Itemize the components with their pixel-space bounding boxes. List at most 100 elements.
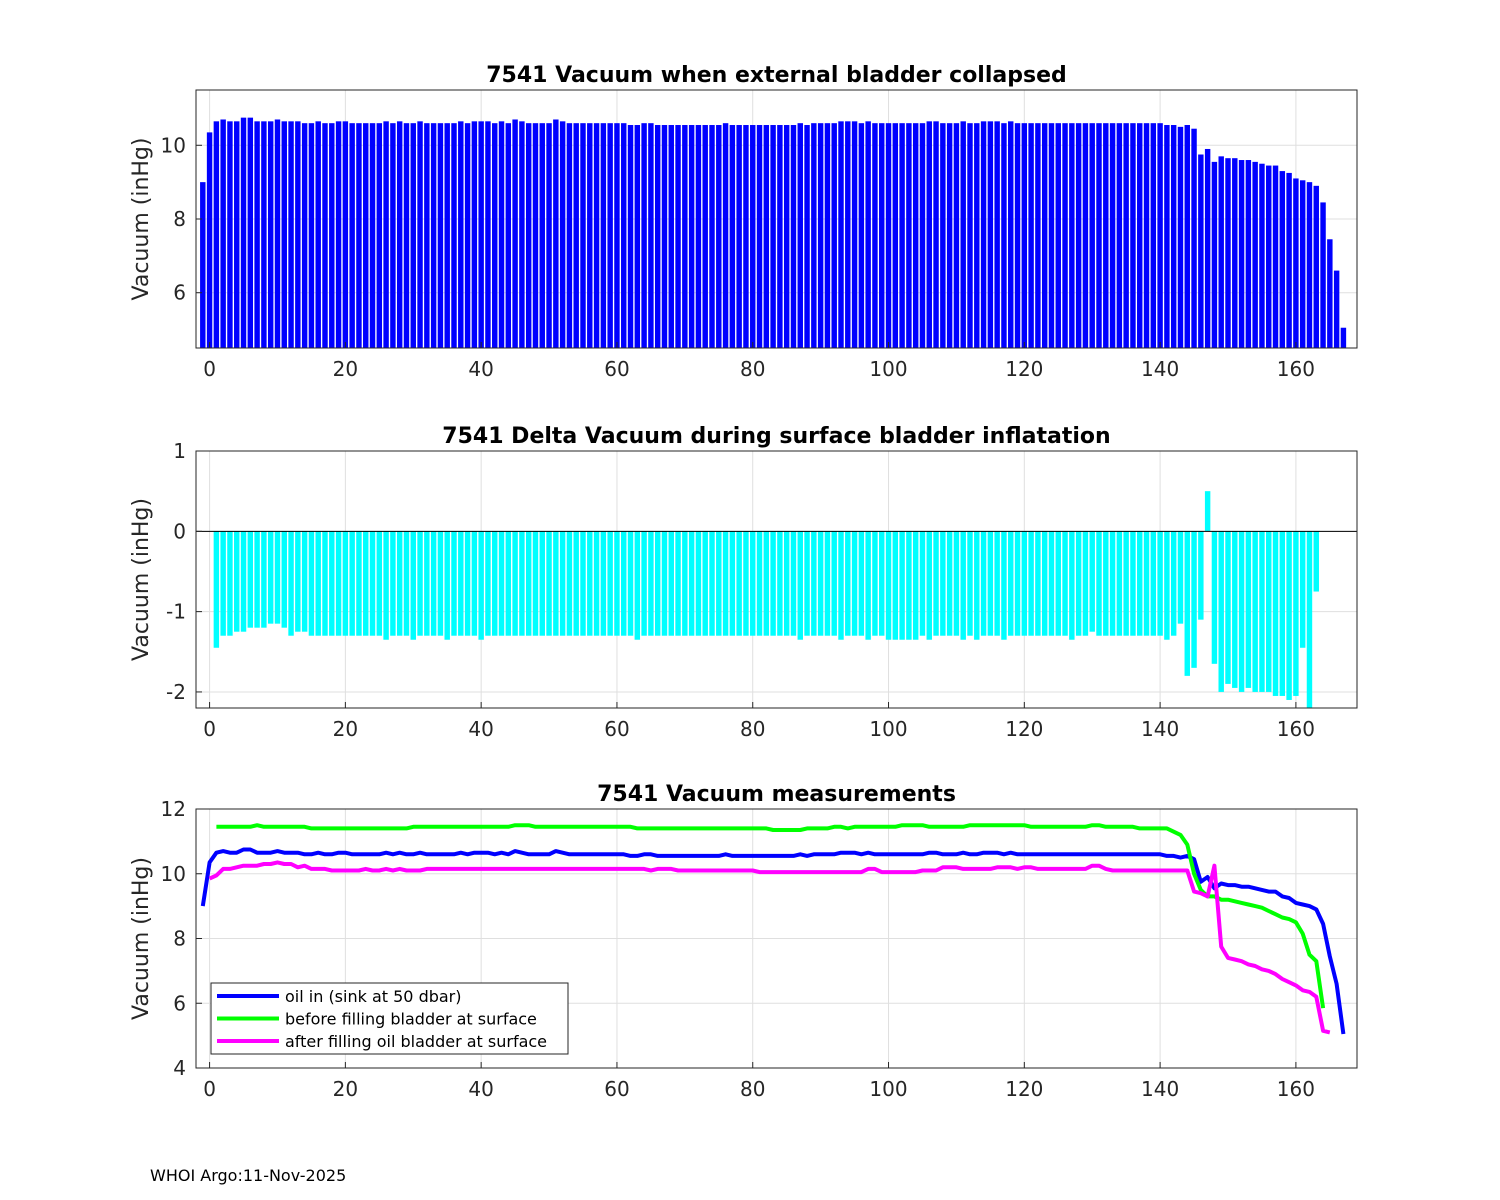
bar bbox=[546, 123, 552, 349]
bar bbox=[600, 531, 607, 636]
bar bbox=[396, 121, 403, 348]
bar bbox=[994, 531, 1000, 636]
bar bbox=[1238, 160, 1245, 348]
bar bbox=[804, 531, 810, 636]
bar bbox=[390, 531, 396, 636]
bar bbox=[1089, 531, 1095, 632]
bar bbox=[695, 531, 702, 636]
bar bbox=[750, 531, 756, 636]
bar bbox=[593, 123, 600, 349]
bar bbox=[329, 123, 335, 349]
bar bbox=[811, 123, 817, 349]
x-tick-label: 0 bbox=[203, 717, 216, 741]
x-tick-label: 160 bbox=[1277, 1077, 1315, 1101]
bar bbox=[926, 531, 932, 640]
bar bbox=[322, 123, 328, 349]
bar bbox=[458, 121, 464, 348]
bar bbox=[410, 123, 416, 349]
bar bbox=[363, 531, 369, 636]
x-tick-label: 40 bbox=[468, 357, 493, 381]
bar bbox=[444, 123, 450, 349]
bar bbox=[376, 531, 383, 636]
bar bbox=[1021, 531, 1028, 636]
bar bbox=[546, 531, 552, 636]
bar bbox=[750, 125, 756, 348]
bar bbox=[980, 531, 987, 636]
bar bbox=[525, 531, 532, 636]
x-tick-label: 140 bbox=[1141, 357, 1179, 381]
bar bbox=[1035, 531, 1041, 636]
bar bbox=[417, 531, 423, 636]
y-tick-label: 6 bbox=[173, 991, 186, 1015]
bar bbox=[1123, 531, 1129, 636]
bar bbox=[200, 182, 206, 348]
bar bbox=[247, 117, 254, 349]
bar bbox=[668, 125, 674, 348]
bar bbox=[783, 125, 790, 348]
x-tick-label: 80 bbox=[740, 1077, 765, 1101]
bar bbox=[824, 531, 831, 636]
bar bbox=[1008, 531, 1014, 636]
bar bbox=[790, 125, 797, 348]
bar bbox=[838, 121, 844, 348]
bar bbox=[1245, 160, 1252, 348]
bar bbox=[1143, 531, 1150, 636]
bar bbox=[1082, 123, 1089, 349]
bar bbox=[729, 531, 736, 636]
bar bbox=[1041, 123, 1048, 349]
footer-credit: WHOI Argo:11-Nov-2025 bbox=[150, 1166, 347, 1185]
bar bbox=[987, 121, 994, 348]
bar bbox=[736, 531, 742, 636]
bar bbox=[817, 123, 824, 349]
bar bbox=[899, 531, 905, 640]
bar bbox=[634, 125, 641, 348]
x-tick-label: 60 bbox=[604, 357, 629, 381]
vacuum-collapsed-panel: 0 20 40 60 80 100 120 140 160 6 8 10 7541 Vacuum whe… bbox=[129, 63, 1358, 381]
y-tick-label: 10 bbox=[161, 862, 186, 886]
bar bbox=[654, 125, 661, 348]
bar bbox=[1286, 172, 1292, 348]
bar bbox=[1055, 531, 1061, 636]
bar bbox=[804, 125, 810, 348]
bar bbox=[1170, 531, 1177, 636]
bar bbox=[376, 123, 383, 349]
bar bbox=[525, 123, 532, 349]
bar bbox=[424, 531, 430, 636]
bar bbox=[593, 531, 600, 636]
bar bbox=[1014, 123, 1021, 349]
bar bbox=[498, 531, 505, 636]
bar bbox=[777, 531, 783, 636]
bar bbox=[288, 531, 294, 636]
bar bbox=[614, 531, 620, 636]
bar bbox=[838, 531, 844, 640]
bar bbox=[702, 531, 708, 636]
bar bbox=[817, 531, 824, 636]
bar bbox=[403, 123, 410, 349]
bar bbox=[492, 531, 498, 636]
bar bbox=[967, 123, 973, 349]
bar bbox=[621, 531, 627, 636]
bar bbox=[682, 125, 688, 348]
bar bbox=[688, 125, 695, 348]
bar bbox=[417, 121, 423, 348]
bar bbox=[1218, 531, 1224, 692]
bar bbox=[811, 531, 817, 636]
bar bbox=[1157, 123, 1163, 349]
data-marks bbox=[213, 491, 1319, 708]
x-tick-label: 40 bbox=[468, 1077, 493, 1101]
bar bbox=[342, 121, 349, 348]
bar bbox=[777, 125, 783, 348]
bar bbox=[851, 121, 858, 348]
bar bbox=[1075, 531, 1082, 636]
bar bbox=[1252, 161, 1258, 348]
bar bbox=[349, 123, 355, 349]
x-tick-label: 100 bbox=[869, 717, 907, 741]
bar bbox=[885, 531, 892, 640]
bar bbox=[675, 125, 681, 348]
bar bbox=[478, 531, 484, 640]
bar bbox=[240, 531, 247, 632]
bar bbox=[1001, 123, 1007, 349]
bar bbox=[1245, 531, 1252, 688]
bar bbox=[709, 531, 715, 636]
